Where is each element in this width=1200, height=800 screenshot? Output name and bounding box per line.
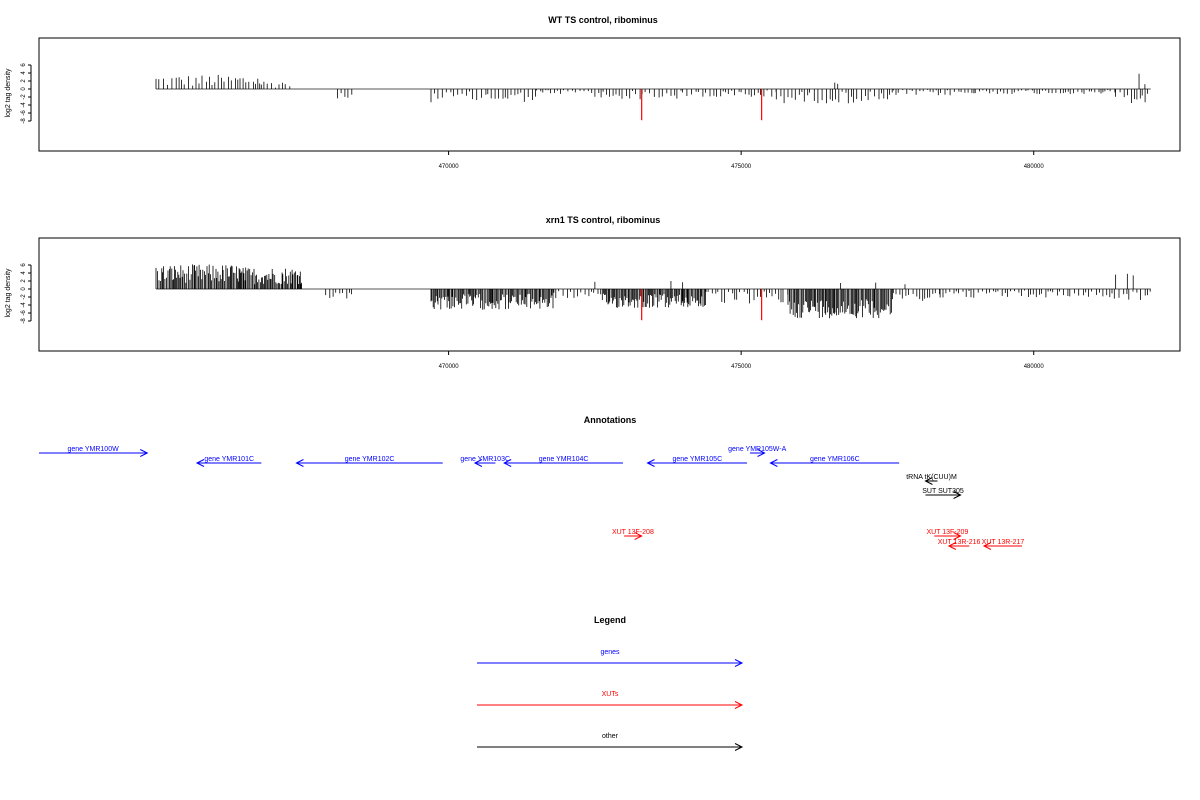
- x-tick-label: 475000: [731, 164, 752, 170]
- plot-frame: [38, 237, 1181, 352]
- feature-arrow: [769, 459, 900, 467]
- axis-ticks: 6 4 2 0 -2 -4 -6 -8 470000 475000 480000: [21, 263, 1044, 370]
- legend-arrow: [477, 659, 744, 667]
- y-tick-label: -6: [21, 310, 27, 316]
- legend-items: genes XUTs other: [477, 649, 744, 751]
- feature-label: XUT 13F-208: [612, 529, 654, 536]
- legend-label: genes: [600, 649, 620, 656]
- feature-arrow: [934, 532, 962, 540]
- feature-list: gene YMR100W gene YMR101C gene YMR102C gene…: [39, 446, 1024, 550]
- feature-label: gene YMR102C: [345, 456, 395, 463]
- y-tick-label: -4: [21, 102, 27, 108]
- axis-ticks: 6 4 2 0 -2 -4 -6 -8 470000 475000 480000: [21, 63, 1044, 170]
- feature-label: gene YMR105C: [672, 456, 722, 463]
- feature-arrow: [925, 491, 962, 499]
- feature-label: gene YMR101C: [204, 456, 254, 463]
- feature-label: SUT SUT305: [922, 488, 964, 495]
- bar-series: [155, 73, 1151, 121]
- feature-label: XUT 13F-209: [926, 529, 968, 536]
- feature-label: gene YMR103C: [460, 456, 510, 463]
- feature-label: tRNA tK(CUU)M: [906, 474, 957, 481]
- y-tick-label: 0: [21, 87, 27, 91]
- track-panel-wt: WT TS control, ribominus log2 tag densit…: [5, 15, 1181, 170]
- feature-arrow: [924, 477, 938, 485]
- y-tick-label: 2: [21, 279, 27, 283]
- y-tick-label: 4: [21, 271, 27, 275]
- feature-label: gene YMR105W-A: [728, 446, 786, 453]
- y-tick-label: -4: [21, 302, 27, 308]
- x-tick-label: 480000: [1024, 164, 1045, 170]
- y-tick-label: -2: [21, 94, 27, 100]
- track-title: xrn1 TS control, ribominus: [546, 215, 661, 225]
- annotations-title: Annotations: [584, 415, 637, 425]
- feature-arrow: [624, 532, 643, 540]
- feature-arrow: [503, 459, 623, 467]
- feature-arrow: [947, 542, 970, 550]
- plot-frame: [38, 37, 1181, 152]
- y-tick-label: -6: [21, 110, 27, 116]
- legend-label: other: [602, 733, 619, 740]
- x-tick-label: 475000: [731, 364, 752, 370]
- feature-label: gene YMR106C: [810, 456, 860, 463]
- y-tick-label: 0: [21, 287, 27, 291]
- legend-arrow: [477, 743, 744, 751]
- y-axis-label: log2 tag density: [5, 68, 12, 118]
- legend-title: Legend: [594, 615, 626, 625]
- y-axis-label: log2 tag density: [5, 268, 12, 318]
- legend-arrow: [477, 701, 744, 709]
- feature-arrow: [295, 459, 443, 467]
- x-tick-label: 480000: [1024, 364, 1045, 370]
- feature-label: XUT 13R-216: [938, 539, 981, 546]
- feature-label: gene YMR100W: [67, 446, 119, 453]
- feature-label: gene YMR104C: [539, 456, 589, 463]
- feature-label: XUT 13R-217: [982, 539, 1025, 546]
- y-tick-label: 6: [21, 63, 27, 67]
- track-panel-xrn1: xrn1 TS control, ribominus log2 tag dens…: [5, 215, 1181, 370]
- y-tick-label: -2: [21, 294, 27, 300]
- feature-arrow: [982, 542, 1023, 550]
- feature-arrow: [195, 459, 262, 467]
- feature-arrow: [749, 449, 766, 457]
- track-title: WT TS control, ribominus: [548, 15, 658, 25]
- x-tick-label: 470000: [439, 364, 460, 370]
- legend-label: XUTs: [602, 691, 619, 698]
- legend: Legend genes XUTs other: [477, 615, 744, 751]
- y-tick-label: 6: [21, 263, 27, 267]
- feature-arrow: [473, 459, 496, 467]
- feature-arrow: [39, 449, 149, 457]
- y-tick-label: -8: [21, 318, 27, 324]
- feature-arrow: [646, 459, 748, 467]
- bar-series: [155, 264, 1151, 321]
- x-tick-label: 470000: [439, 164, 460, 170]
- y-tick-label: -8: [21, 118, 27, 124]
- y-tick-label: 2: [21, 79, 27, 83]
- y-tick-label: 4: [21, 71, 27, 75]
